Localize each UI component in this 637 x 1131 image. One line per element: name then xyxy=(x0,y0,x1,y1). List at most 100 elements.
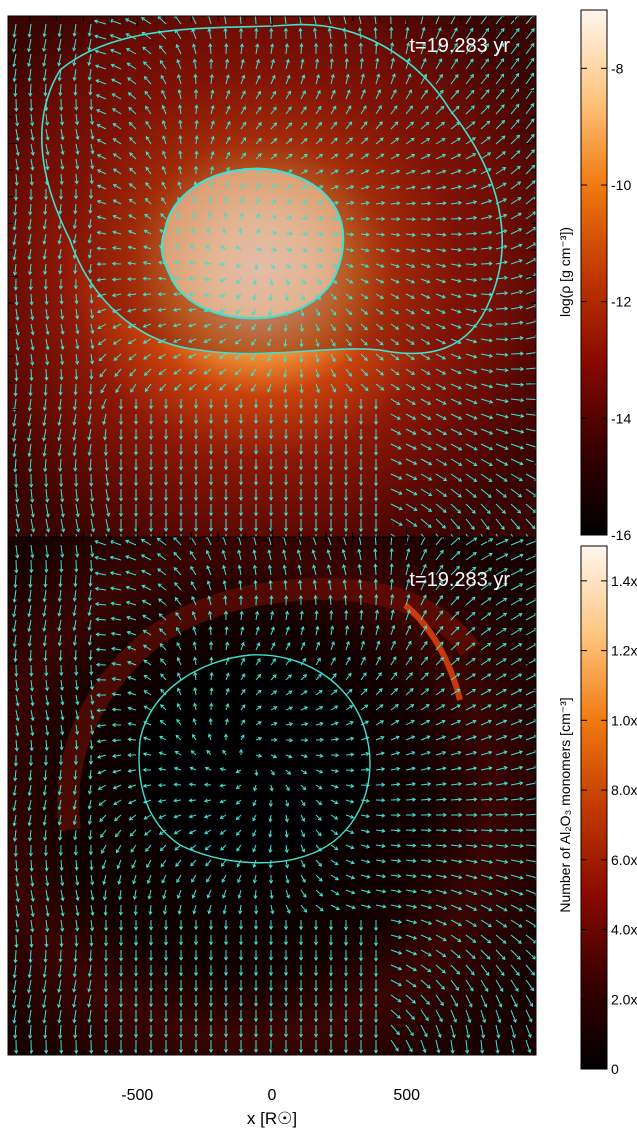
velocity-arrowhead xyxy=(89,568,94,573)
velocity-arrowhead xyxy=(253,579,258,584)
velocity-arrowhead xyxy=(426,751,431,755)
velocity-arrowhead xyxy=(29,181,34,186)
velocity-arrowhead xyxy=(42,62,47,67)
velocity-arrowhead xyxy=(472,153,477,157)
velocity-arrowhead xyxy=(133,911,138,916)
velocity-arrow xyxy=(73,979,77,992)
velocity-arrowhead xyxy=(111,676,116,682)
velocity-arrowhead xyxy=(428,905,433,910)
velocity-arrowhead xyxy=(456,137,461,142)
velocity-arrow xyxy=(390,579,393,591)
velocity-arrowhead xyxy=(413,461,418,465)
velocity-arrowhead xyxy=(43,583,48,588)
velocity-arrowhead xyxy=(45,121,50,127)
velocity-arrow xyxy=(360,153,369,160)
velocity-arrow xyxy=(465,1009,471,1023)
velocity-arrowhead xyxy=(158,355,163,359)
velocity-arrow xyxy=(45,383,47,396)
velocity-arrowhead xyxy=(223,987,229,992)
velocity-arrowhead xyxy=(96,109,101,113)
velocity-arrowhead xyxy=(30,513,35,518)
velocity-arrow xyxy=(405,263,415,268)
velocity-arrowhead xyxy=(223,512,229,517)
velocity-arrow xyxy=(510,488,522,498)
velocity-arrowhead xyxy=(178,512,184,517)
velocity-arrowhead xyxy=(273,737,278,743)
velocity-arrowhead xyxy=(443,446,448,451)
velocity-arrowhead xyxy=(301,802,306,807)
velocity-arrow xyxy=(13,784,17,796)
velocity-arrowhead xyxy=(118,513,124,518)
velocity-arrowhead xyxy=(13,392,18,397)
velocity-arrowhead xyxy=(283,358,288,363)
velocity-arrow xyxy=(405,783,416,786)
velocity-arrow xyxy=(222,537,227,546)
velocity-arrowhead xyxy=(396,813,401,818)
velocity-arrowhead xyxy=(503,260,508,265)
velocity-arrow xyxy=(360,121,368,130)
velocity-arrowhead xyxy=(60,927,65,932)
velocity-arrow xyxy=(60,739,63,750)
velocity-arrowhead xyxy=(503,907,508,912)
velocity-arrowhead xyxy=(118,482,124,487)
velocity-arrow xyxy=(143,629,152,636)
velocity-arrow xyxy=(110,587,122,591)
velocity-arrowhead xyxy=(253,281,258,286)
velocity-arrowhead xyxy=(389,547,394,552)
velocity-arrowhead xyxy=(241,673,246,678)
velocity-arrow xyxy=(465,934,476,943)
velocity-arrow xyxy=(128,338,137,344)
velocity-arrowhead xyxy=(270,58,275,64)
velocity-arrow xyxy=(313,565,317,576)
velocity-arrow xyxy=(358,549,362,561)
velocity-arrow xyxy=(208,734,212,741)
velocity-arrow xyxy=(240,106,246,115)
velocity-arrowhead xyxy=(283,450,289,456)
velocity-arrow xyxy=(525,398,536,400)
velocity-arrowhead xyxy=(484,988,489,993)
velocity-arrowhead xyxy=(288,231,293,236)
velocity-arrowhead xyxy=(253,527,259,532)
velocity-arrowhead xyxy=(458,781,463,786)
velocity-arrow xyxy=(480,413,493,419)
velocity-arrow xyxy=(60,709,64,720)
velocity-arrowhead xyxy=(300,58,305,63)
velocity-arrowhead xyxy=(268,297,273,302)
velocity-arrow xyxy=(525,704,536,711)
velocity-arrow xyxy=(420,579,427,591)
velocity-arrow xyxy=(127,661,137,666)
velocity-arrow xyxy=(495,553,508,561)
velocity-arrow xyxy=(162,135,167,145)
velocity-arrow xyxy=(89,1024,92,1038)
velocity-arrowhead xyxy=(298,451,304,455)
velocity-arrowhead xyxy=(12,241,17,246)
velocity-arrowhead xyxy=(473,462,478,466)
velocity-arrow xyxy=(116,844,122,853)
velocity-arrowhead xyxy=(57,47,62,52)
velocity-arrowhead xyxy=(223,956,229,961)
velocity-arrowhead xyxy=(143,815,148,820)
velocity-arrowhead xyxy=(457,766,462,771)
velocity-arrow xyxy=(15,544,19,558)
velocity-arrowhead xyxy=(223,610,229,615)
velocity-arrowhead xyxy=(328,497,334,502)
velocity-arrowhead xyxy=(172,292,177,297)
velocity-arrowhead xyxy=(57,62,62,67)
velocity-arrow xyxy=(14,574,17,588)
velocity-arrow xyxy=(450,783,462,786)
velocity-arrowhead xyxy=(304,722,309,727)
velocity-arrow xyxy=(342,549,347,561)
velocity-arrowhead xyxy=(343,926,349,931)
velocity-arrowhead xyxy=(451,1034,456,1039)
velocity-arrow xyxy=(43,784,47,795)
velocity-arrowhead xyxy=(426,295,431,299)
velocity-arrowhead xyxy=(442,750,447,755)
velocity-arrowhead xyxy=(313,987,319,992)
velocity-arrow xyxy=(495,230,507,235)
velocity-arrowhead xyxy=(457,324,462,329)
velocity-arrowhead xyxy=(42,33,47,38)
velocity-arrowhead xyxy=(389,26,394,31)
velocity-arrowhead xyxy=(271,265,275,270)
velocity-arrowhead xyxy=(299,343,304,348)
velocity-arrowhead xyxy=(503,612,508,617)
